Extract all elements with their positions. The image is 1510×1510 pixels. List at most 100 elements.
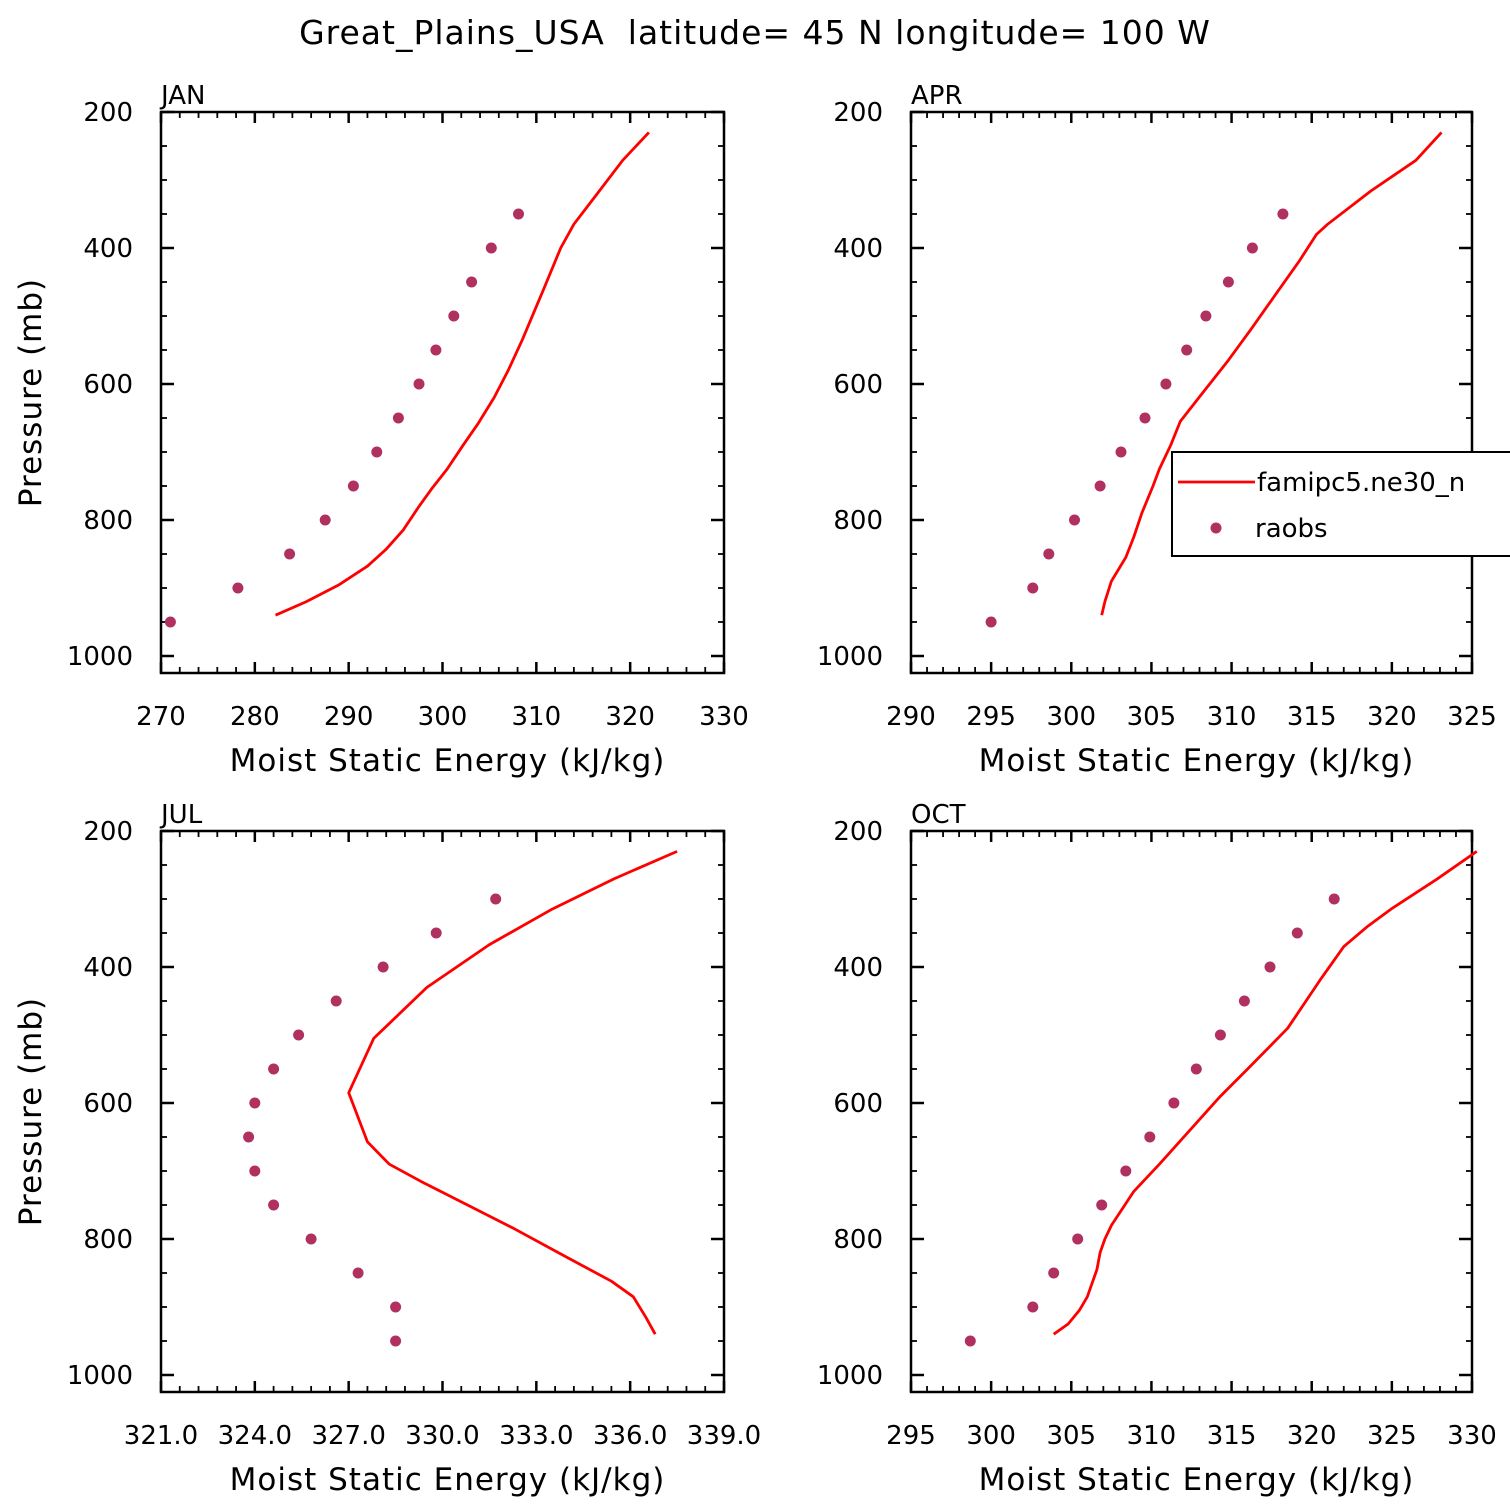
raobs-point bbox=[430, 927, 442, 939]
legend-model-label: famipc5.ne30_n bbox=[1257, 468, 1465, 498]
y-tick-label: 800 bbox=[833, 1225, 883, 1255]
raobs-point bbox=[490, 893, 502, 905]
x-tick-label: 330 bbox=[699, 702, 749, 732]
panel-oct: OCT 295 300 305 310 315 320 325 330 200 400 600 800 1… bbox=[817, 800, 1497, 1498]
y-tick-label: 600 bbox=[83, 1089, 133, 1119]
y-tick-label: 1000 bbox=[67, 642, 133, 672]
x-axis-title: Moist Static Energy (kJ/kg) bbox=[979, 1462, 1415, 1498]
raobs-point bbox=[305, 1233, 317, 1245]
panel-jan: JAN 270 280 290 300 310 320 330 200 400 600 800 1000… bbox=[13, 81, 749, 779]
y-tick-label: 200 bbox=[83, 98, 133, 128]
raobs-point bbox=[1120, 1165, 1132, 1177]
x-tick-label: 325 bbox=[1447, 702, 1497, 732]
legend-obs-swatch bbox=[1210, 522, 1222, 534]
raobs-point bbox=[268, 1199, 280, 1211]
raobs-point bbox=[1115, 446, 1127, 458]
raobs-point bbox=[1328, 893, 1340, 905]
x-tick-label: 330.0 bbox=[405, 1421, 479, 1451]
raobs-point bbox=[371, 446, 383, 458]
raobs-point bbox=[1027, 1301, 1039, 1313]
raobs-point bbox=[377, 961, 389, 973]
y-tick-label: 200 bbox=[833, 817, 883, 847]
x-tick-label: 305 bbox=[1046, 1421, 1096, 1451]
y-tick-label: 400 bbox=[83, 234, 133, 264]
raobs-point bbox=[485, 242, 497, 254]
model-line bbox=[347, 850, 678, 1335]
raobs-point bbox=[1160, 378, 1172, 390]
y-tick-label: 400 bbox=[83, 953, 133, 983]
y-tick-label: 400 bbox=[833, 953, 883, 983]
x-axis-title: Moist Static Energy (kJ/kg) bbox=[230, 743, 666, 779]
plot-frame bbox=[909, 110, 1474, 675]
panel-title: JUL bbox=[159, 800, 203, 830]
raobs-point bbox=[1277, 208, 1289, 220]
raobs-point bbox=[1168, 1097, 1180, 1109]
x-tick-label: 310 bbox=[1127, 1421, 1177, 1451]
panels: JAN 270 280 290 300 310 320 330 200 400 600 800 1000… bbox=[13, 81, 1497, 1498]
panel-title: JAN bbox=[159, 81, 205, 111]
y-tick-label: 800 bbox=[833, 506, 883, 536]
model-line bbox=[1052, 850, 1478, 1336]
raobs-point bbox=[390, 1335, 402, 1347]
x-axis-title: Moist Static Energy (kJ/kg) bbox=[979, 743, 1415, 779]
x-tick-label: 321.0 bbox=[124, 1421, 198, 1451]
raobs-point bbox=[1264, 961, 1276, 973]
plot-frame bbox=[159, 110, 726, 675]
x-tick-label: 315 bbox=[1207, 1421, 1257, 1451]
raobs-point bbox=[284, 548, 296, 560]
raobs-point bbox=[1043, 548, 1055, 560]
raobs-point bbox=[964, 1335, 976, 1347]
x-tick-label: 300 bbox=[966, 1421, 1016, 1451]
y-axis-title: Pressure (mb) bbox=[13, 997, 49, 1226]
raobs-point bbox=[249, 1097, 261, 1109]
x-tick-label: 305 bbox=[1127, 702, 1177, 732]
y-axis-title: Pressure (mb) bbox=[13, 278, 49, 507]
raobs-point bbox=[1246, 242, 1258, 254]
model-line bbox=[274, 131, 650, 617]
raobs-point bbox=[413, 378, 425, 390]
x-tick-label: 320 bbox=[605, 702, 655, 732]
x-tick-label: 280 bbox=[230, 702, 280, 732]
raobs-point bbox=[347, 480, 359, 492]
y-tick-label: 400 bbox=[833, 234, 883, 264]
raobs-point bbox=[319, 514, 331, 526]
x-tick-label: 290 bbox=[886, 702, 936, 732]
raobs-point bbox=[1181, 344, 1193, 356]
raobs-point bbox=[1200, 310, 1212, 322]
x-tick-label: 295 bbox=[966, 702, 1016, 732]
raobs-point bbox=[232, 582, 244, 594]
plot-frame bbox=[909, 829, 1474, 1394]
raobs-point bbox=[1048, 1267, 1060, 1279]
raobs-point bbox=[1094, 480, 1106, 492]
raobs-point bbox=[1027, 582, 1039, 594]
raobs-point bbox=[1291, 927, 1303, 939]
raobs-point bbox=[1069, 514, 1080, 526]
x-tick-label: 270 bbox=[136, 702, 186, 732]
x-tick-label: 330 bbox=[1447, 1421, 1497, 1451]
y-tick-label: 200 bbox=[83, 817, 133, 847]
panel-title: APR bbox=[911, 81, 963, 111]
x-tick-label: 325 bbox=[1367, 1421, 1417, 1451]
raobs-point bbox=[390, 1301, 402, 1313]
panel-title: OCT bbox=[911, 800, 966, 830]
x-tick-label: 310 bbox=[1207, 702, 1257, 732]
raobs-point bbox=[293, 1029, 305, 1041]
x-tick-label: 310 bbox=[512, 702, 562, 732]
raobs-point bbox=[430, 344, 442, 356]
y-tick-label: 1000 bbox=[817, 1361, 883, 1391]
x-tick-label: 295 bbox=[886, 1421, 936, 1451]
raobs-point bbox=[1139, 412, 1151, 424]
x-tick-label: 324.0 bbox=[218, 1421, 292, 1451]
raobs-point bbox=[392, 412, 404, 424]
panel-jul: JUL 321.0 324.0 327.0 330.0 333.0 336.0 339.0 20… bbox=[13, 800, 761, 1498]
raobs-point bbox=[164, 616, 176, 628]
x-tick-label: 327.0 bbox=[311, 1421, 385, 1451]
y-tick-label: 600 bbox=[833, 1089, 883, 1119]
x-tick-label: 300 bbox=[1046, 702, 1096, 732]
y-tick-label: 1000 bbox=[67, 1361, 133, 1391]
x-tick-label: 339.0 bbox=[687, 1421, 761, 1451]
raobs-point bbox=[1214, 1029, 1226, 1041]
raobs-point bbox=[1144, 1131, 1156, 1143]
